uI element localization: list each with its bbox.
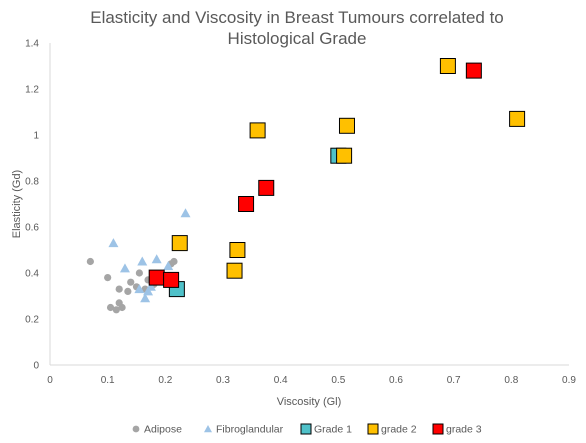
- legend-marker: [300, 423, 312, 435]
- data-point: [148, 269, 165, 286]
- x-tick-label: 0.4: [274, 375, 288, 386]
- y-tick-label: 1.2: [25, 85, 39, 96]
- series-fibroglandular: [108, 208, 191, 303]
- x-tick-label: 0: [47, 375, 53, 386]
- y-tick-label: 1.4: [25, 39, 39, 50]
- data-point: [143, 286, 154, 296]
- x-tick-label: 0.3: [216, 375, 230, 386]
- chart-title-line-1: Elasticity and Viscosity in Breast Tumou…: [90, 8, 504, 27]
- data-point: [465, 62, 482, 79]
- data-point: [118, 303, 126, 312]
- y-tick-label: 0.6: [25, 223, 39, 234]
- data-point: [108, 238, 119, 248]
- x-tick-label: 0.2: [158, 375, 172, 386]
- x-tick-label: 0.1: [101, 375, 115, 386]
- data-point: [238, 196, 255, 212]
- chart-title-line-2: Histological Grade: [228, 29, 367, 48]
- data-point: [134, 284, 145, 294]
- data-point: [249, 122, 266, 139]
- data-point: [86, 257, 94, 266]
- x-tick-label: 0.8: [504, 375, 518, 386]
- data-point: [145, 281, 156, 291]
- data-point: [124, 287, 132, 295]
- x-tick-label: 0.5: [331, 375, 345, 386]
- legend-marker: [204, 425, 212, 433]
- y-tick-label: 0.8: [25, 177, 39, 188]
- data-point: [119, 263, 130, 273]
- y-tick-label: 1: [33, 131, 39, 142]
- axes: [49, 43, 569, 366]
- data-point: [226, 262, 243, 279]
- legend-label: Grade 1: [314, 424, 352, 436]
- data-point: [338, 117, 355, 134]
- y-axis-label: Elasticity (Gd): [11, 170, 23, 238]
- legend: Adipose Fibroglandular Grade 1 grade 2 grade…: [132, 423, 482, 436]
- data-point: [171, 235, 188, 252]
- y-tick-label: 0.4: [25, 269, 39, 280]
- legend-label: grade 2: [381, 424, 417, 436]
- data-point: [140, 293, 151, 303]
- y-tick-label: 0: [33, 361, 39, 372]
- x-axis-label: Viscosity (Gl): [277, 396, 342, 408]
- data-point: [137, 256, 148, 266]
- data-point: [151, 254, 162, 264]
- data-point: [439, 58, 456, 74]
- x-tick-label: 0.7: [447, 375, 461, 386]
- x-tick-labels: 0 0.1 0.2 0.3 0.4 0.5 0.6 0.7 0.8 0.9: [47, 375, 576, 386]
- legend-item: grade 2: [367, 423, 417, 436]
- data-point: [170, 257, 178, 266]
- data-point: [258, 179, 275, 196]
- legend-marker: [367, 423, 379, 435]
- legend-item: Adipose: [132, 424, 182, 436]
- data-point: [180, 208, 191, 218]
- data-point: [115, 285, 123, 293]
- y-tick-labels: 0 0.2 0.4 0.6 0.8 1 1.2 1.4: [25, 39, 39, 372]
- legend-item: Fibroglandular: [204, 424, 284, 436]
- legend-marker: [132, 425, 140, 433]
- data-point: [336, 147, 353, 164]
- series-grade-2: [171, 58, 526, 279]
- data-point: [127, 278, 135, 286]
- legend-item: Grade 1: [300, 423, 352, 436]
- plot-points: [86, 58, 526, 314]
- legend-label: Adipose: [144, 424, 182, 436]
- y-tick-label: 0.2: [25, 315, 39, 326]
- data-point: [163, 261, 174, 271]
- data-point: [112, 306, 120, 314]
- legend-label: grade 3: [446, 424, 482, 436]
- data-point: [106, 303, 115, 312]
- data-point: [229, 242, 246, 258]
- data-point: [135, 269, 143, 277]
- legend-marker: [432, 423, 444, 435]
- legend-label: Fibroglandular: [216, 424, 284, 436]
- data-point: [104, 274, 112, 282]
- series-grade-3: [148, 62, 482, 288]
- x-tick-label: 0.9: [562, 375, 576, 386]
- legend-item: grade 3: [432, 423, 482, 436]
- data-point: [163, 271, 180, 288]
- data-point: [509, 110, 526, 127]
- x-tick-label: 0.6: [389, 375, 403, 386]
